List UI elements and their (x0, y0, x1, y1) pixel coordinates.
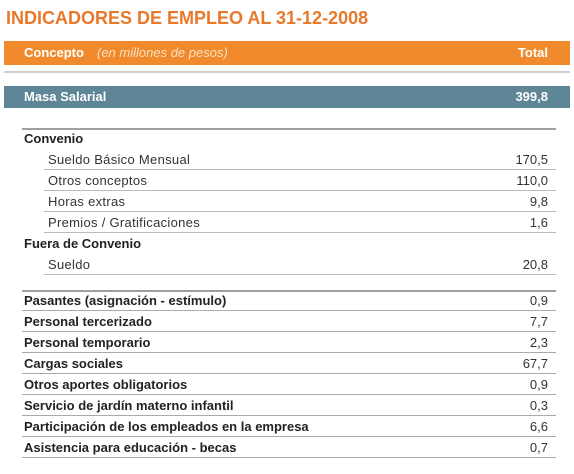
highlight-value: 399,8 (515, 89, 548, 104)
row-value: 7,7 (529, 314, 548, 329)
row-line (22, 415, 556, 416)
row-value: 0,7 (529, 440, 548, 455)
row-value: 0,9 (529, 293, 548, 308)
row-label: Horas extras (48, 194, 126, 209)
header-concept: Concepto (24, 45, 84, 60)
row-value: 6,6 (529, 419, 548, 434)
separator (22, 128, 556, 130)
row-label: Asistencia para educación - becas (24, 440, 237, 455)
row-value: 0,3 (529, 398, 548, 413)
row-value: 20,8 (522, 257, 548, 272)
row-line (44, 211, 556, 212)
row-label: Otros aportes obligatorios (24, 377, 188, 392)
row-label: Cargas sociales (24, 356, 124, 371)
row-line (22, 373, 556, 374)
row-value: 1,6 (529, 215, 548, 230)
group-title: Convenio (24, 131, 84, 146)
row-label: Premios / Gratificaciones (48, 215, 200, 230)
row-label: Participación de los empleados en la emp… (24, 419, 309, 434)
separator (4, 71, 570, 73)
header-total: Total (517, 45, 548, 60)
row-value: 67,7 (522, 356, 548, 371)
title: INDICADORES DE EMPLEO AL 31-12-2008 (6, 8, 369, 28)
separator (22, 290, 556, 292)
group-title: Fuera de Convenio (24, 236, 142, 251)
row-line (22, 394, 556, 395)
row-value: 0,9 (529, 377, 548, 392)
header-unit: (en millones de pesos) (97, 45, 228, 60)
row-label: Sueldo (48, 257, 91, 272)
header-bar (4, 41, 570, 65)
row-value: 2,3 (529, 335, 548, 350)
row-line (44, 232, 556, 233)
row-line (22, 310, 556, 311)
row-value: 9,8 (529, 194, 548, 209)
highlight-bar (4, 86, 570, 108)
row-value: 110,0 (516, 173, 548, 188)
row-line (22, 331, 556, 332)
row-line (44, 190, 556, 191)
row-label: Otros conceptos (48, 173, 148, 188)
row-label: Servicio de jardín materno infantil (24, 398, 234, 413)
row-line (44, 169, 556, 170)
row-label: Sueldo Básico Mensual (48, 152, 191, 167)
row-line (22, 436, 556, 437)
row-line (44, 274, 556, 275)
row-value: 170,5 (515, 152, 548, 167)
row-line (22, 457, 556, 458)
row-label: Personal temporario (24, 335, 151, 350)
row-label: Pasantes (asignación - estímulo) (24, 293, 227, 308)
row-label: Personal tercerizado (24, 314, 152, 329)
row-line (22, 352, 556, 353)
highlight-label: Masa Salarial (24, 89, 107, 104)
